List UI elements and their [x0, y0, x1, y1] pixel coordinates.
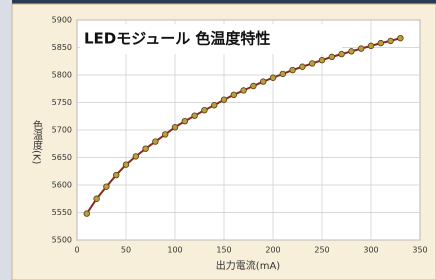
marker	[280, 71, 286, 77]
y-tick-label: 5650	[52, 153, 72, 162]
y-tick-label: 5700	[52, 126, 72, 135]
marker	[221, 97, 227, 103]
marker	[104, 184, 110, 190]
marker	[358, 46, 364, 52]
marker	[339, 51, 345, 57]
x-tick-label: 350	[412, 246, 427, 255]
window-edge	[0, 0, 12, 280]
marker	[113, 172, 119, 178]
y-tick-label: 5800	[52, 71, 72, 80]
marker	[329, 54, 335, 60]
y-tick-label: 5600	[52, 181, 72, 190]
marker	[260, 79, 266, 85]
x-tick-label: 200	[265, 246, 280, 255]
marker	[211, 102, 217, 108]
y-tick-label: 5500	[52, 236, 72, 245]
y-tick-label: 5850	[52, 43, 72, 52]
marker	[300, 64, 306, 70]
marker	[94, 196, 100, 202]
marker	[231, 92, 237, 98]
chart: LEDモジュール 色温度特性 出力電流(mA) 色温度(K) 5500 5550 5…	[0, 0, 436, 280]
marker	[388, 38, 394, 44]
x-tick-label: 250	[314, 246, 329, 255]
marker	[133, 154, 139, 160]
marker	[270, 75, 276, 81]
y-tick-label: 5550	[52, 208, 72, 217]
page: {"chart_data": {"type": "line", "title":…	[0, 0, 436, 280]
marker	[153, 139, 159, 145]
x-axis-label: 出力電流(mA)	[216, 259, 280, 272]
x-tick-label: 300	[363, 246, 378, 255]
marker	[349, 49, 355, 55]
x-tick-label: 50	[121, 246, 131, 255]
marker	[192, 113, 198, 119]
marker	[309, 61, 315, 67]
marker	[368, 43, 374, 49]
y-tick-label: 5900	[52, 16, 72, 25]
marker	[378, 40, 384, 46]
marker	[143, 146, 149, 152]
y-tick-label: 5750	[52, 98, 72, 107]
marker	[84, 211, 90, 217]
x-tick-label: 100	[167, 246, 182, 255]
marker	[251, 83, 257, 89]
x-tick-label: 0	[74, 246, 79, 255]
marker	[162, 132, 168, 138]
marker	[319, 57, 325, 63]
marker	[241, 88, 247, 94]
marker	[398, 35, 404, 41]
marker	[182, 118, 188, 124]
marker	[202, 107, 208, 113]
marker	[290, 67, 296, 73]
marker	[172, 124, 178, 130]
marker	[123, 162, 129, 168]
y-axis-label: 色温度(K)	[31, 119, 43, 165]
x-tick-label: 150	[216, 246, 231, 255]
chart-title: LEDモジュール 色温度特性	[84, 30, 270, 48]
